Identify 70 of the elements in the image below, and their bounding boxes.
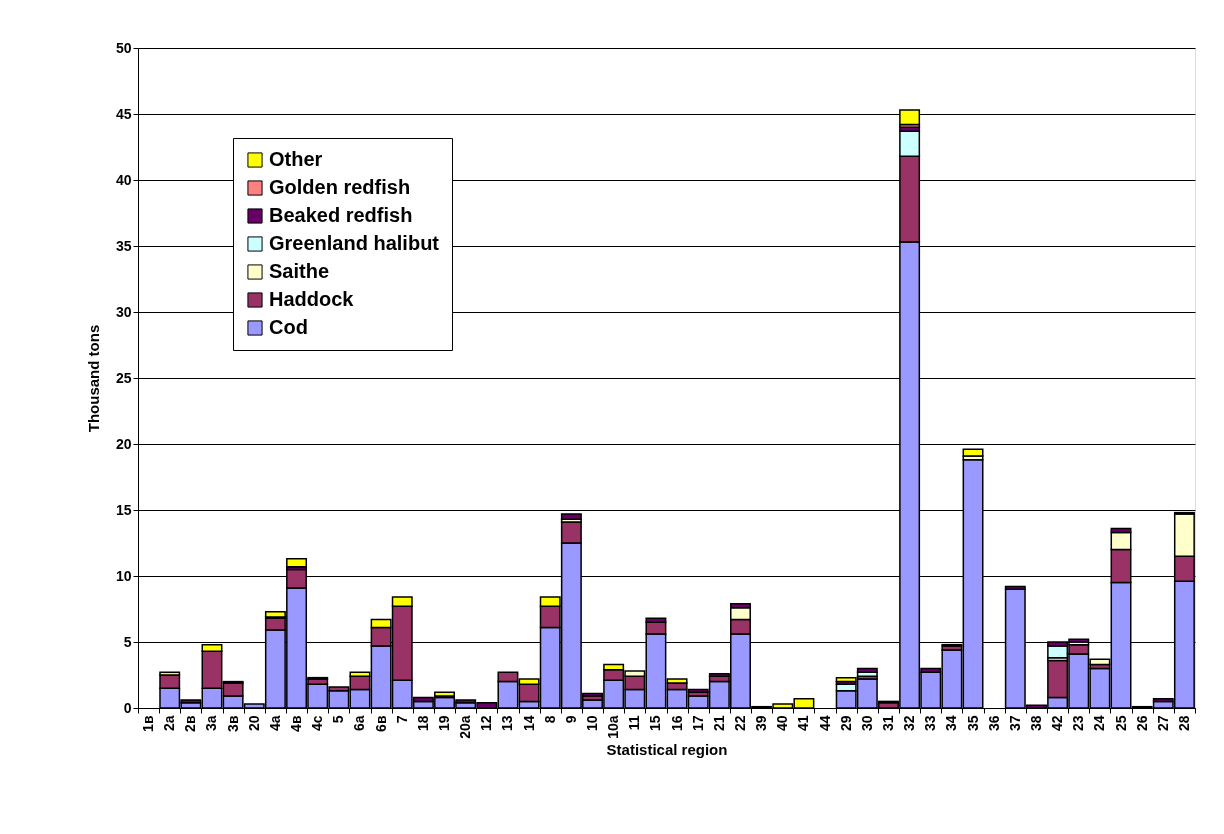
x-tick-label: 36 — [985, 715, 1002, 732]
x-tick-label: 3в — [224, 715, 241, 732]
x-tick-label: 4a — [266, 715, 283, 732]
x-axis-title: Statistical region — [606, 740, 728, 758]
x-tick-label: 29 — [837, 715, 854, 732]
x-tick-label: 5 — [330, 715, 347, 724]
x-tick-label: 33 — [922, 715, 939, 732]
x-tick-label: 17 — [689, 715, 706, 732]
x-tick-label: 2в — [182, 715, 199, 732]
y-tick-label: 35 — [115, 237, 132, 254]
x-tick-label: 8 — [541, 715, 558, 724]
legend-label: Cod — [269, 316, 308, 338]
x-tick-label: 41 — [795, 715, 812, 732]
x-tick-label: 10a — [605, 715, 622, 739]
x-tick-label: 6a — [351, 715, 368, 732]
x-tick-label: 7 — [393, 715, 410, 724]
x-tick-label: 13 — [499, 715, 516, 732]
y-tick-label: 0 — [123, 699, 132, 716]
x-tick-label: 27 — [1154, 715, 1171, 732]
y-tick-label: 45 — [115, 105, 132, 122]
x-tick-label: 10 — [584, 715, 601, 732]
x-tick-label: 6в — [372, 715, 389, 732]
x-tick-label: 12 — [478, 715, 495, 732]
y-tick-label: 10 — [115, 567, 132, 584]
legend-label: Haddock — [269, 288, 355, 310]
x-tick-label: 42 — [1049, 715, 1066, 732]
legend-label: Beaked redfish — [269, 204, 413, 226]
x-tick-label: 19 — [436, 715, 453, 732]
legend-label: Saithe — [269, 260, 330, 282]
x-tick-label: 26 — [1133, 715, 1150, 732]
x-tick-label: 14 — [520, 715, 537, 732]
x-tick-label: 2a — [161, 715, 178, 732]
x-tick-label: 35 — [964, 715, 981, 732]
x-tick-label: 38 — [1027, 715, 1044, 732]
x-tick-label: 1в — [140, 715, 157, 732]
legend-label: Other — [269, 148, 323, 170]
x-tick-label: 16 — [668, 715, 685, 732]
legend-label: Golden redfish — [269, 176, 411, 198]
x-tick-label: 11 — [626, 715, 643, 731]
x-tick-label: 30 — [858, 715, 875, 732]
x-tick-label: 15 — [647, 715, 664, 732]
y-tick-label: 40 — [115, 171, 132, 188]
x-tick-label: 4c — [309, 715, 326, 732]
x-tick-label: 18 — [414, 715, 431, 732]
y-tick-label: 5 — [123, 633, 132, 650]
x-tick-label: 40 — [774, 715, 791, 732]
x-tick-label: 20 — [245, 715, 262, 732]
x-tick-label: 3a — [203, 715, 220, 732]
x-tick-label: 25 — [1112, 715, 1129, 732]
y-tick-label: 20 — [115, 435, 132, 452]
legend-label: Greenland halibut — [269, 232, 440, 254]
x-tick-label: 9 — [562, 715, 579, 724]
x-tick-label: 32 — [901, 715, 918, 732]
y-tick-label: 15 — [115, 501, 132, 518]
x-tick-label: 37 — [1006, 715, 1023, 732]
x-tick-label: 24 — [1091, 715, 1108, 732]
x-tick-label: 31 — [879, 715, 896, 732]
y-tick-label: 50 — [115, 39, 132, 56]
x-tick-label: 34 — [943, 715, 960, 732]
x-tick-label: 28 — [1175, 715, 1192, 732]
x-tick-label: 22 — [731, 715, 748, 732]
y-axis-title: Thousand tons — [84, 324, 102, 433]
x-tick-label: 44 — [816, 715, 833, 732]
x-tick-label: 21 — [710, 715, 727, 732]
x-tick-label: 23 — [1070, 715, 1087, 732]
y-tick-label: 25 — [115, 369, 132, 386]
y-tick-label: 30 — [115, 303, 132, 320]
x-tick-label: 20a — [457, 715, 474, 739]
x-tick-label: 39 — [753, 715, 770, 732]
x-tick-label: 4в — [288, 715, 305, 732]
